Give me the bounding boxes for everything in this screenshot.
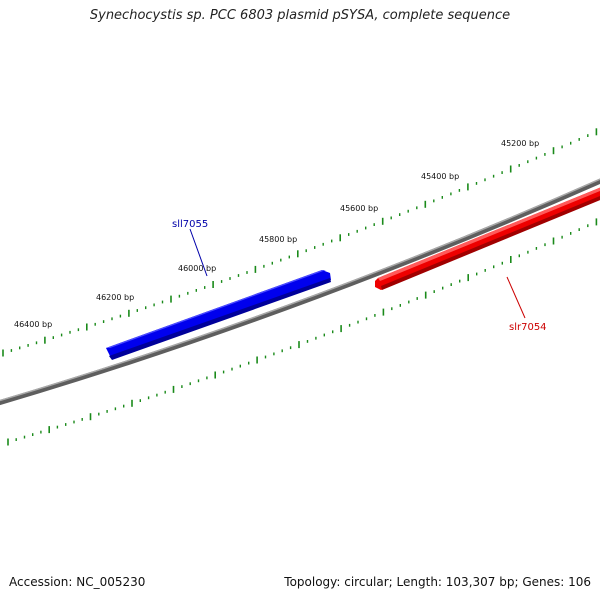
- inner-tick-ruler: [7, 218, 598, 446]
- sequence-summary: Topology: circular; Length: 103,307 bp; …: [284, 575, 591, 589]
- gene-label-slr7054[interactable]: slr7054: [509, 322, 547, 333]
- ruler-labels: 45200 bp 45400 bp 45600 bp 45800 bp 4600…: [14, 139, 539, 329]
- outer-tick-ruler: [2, 128, 598, 357]
- gene-label-sll7055[interactable]: sll7055: [172, 219, 208, 230]
- ruler-label-45400: 45400 bp: [421, 172, 459, 181]
- ruler-label-45200: 45200 bp: [501, 139, 539, 148]
- plasmid-backbone: [0, 178, 600, 406]
- map-title: Synechocystis sp. PCC 6803 plasmid pSYSA…: [89, 8, 511, 23]
- gene-label-leader-sll7055: [189, 228, 208, 277]
- ruler-label-46200: 46200 bp: [96, 293, 134, 302]
- gene-sll7055[interactable]: [106, 270, 331, 360]
- ruler-label-46400: 46400 bp: [14, 320, 52, 329]
- gene-slr7054[interactable]: [375, 186, 600, 290]
- ruler-label-45800: 45800 bp: [259, 235, 297, 244]
- gene-label-leader-slr7054: [506, 276, 526, 319]
- ruler-label-45600: 45600 bp: [340, 204, 378, 213]
- accession-text: Accession: NC_005230: [9, 575, 146, 589]
- ruler-label-46000: 46000 bp: [178, 264, 216, 273]
